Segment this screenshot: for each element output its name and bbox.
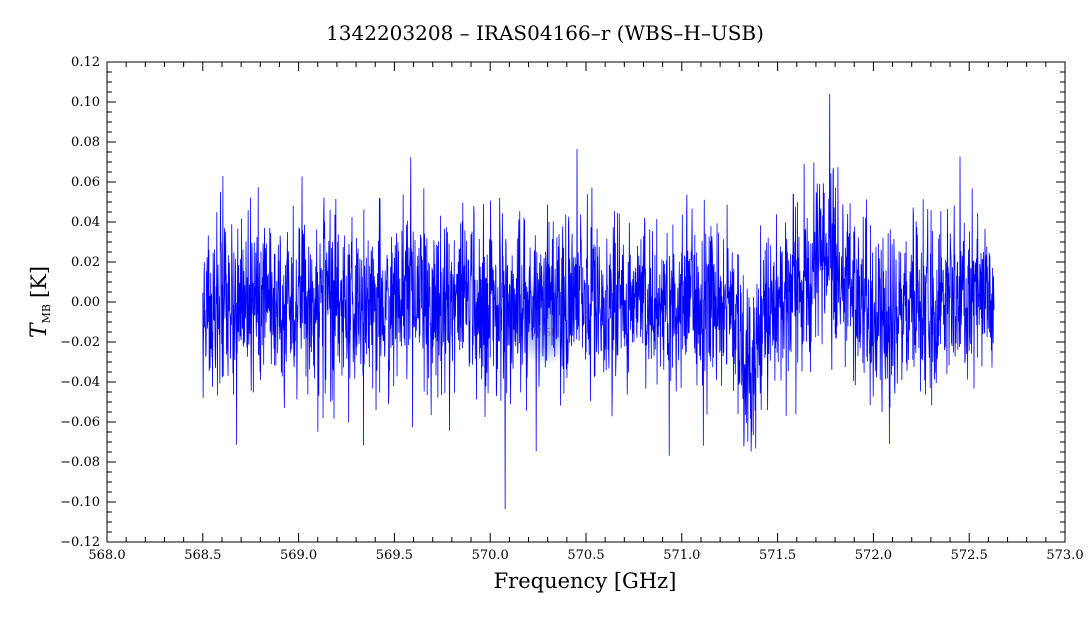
x-axis-ticks: 568.0 568.5 569.0 569.5 570.0 570.5 571.0 571.5… xyxy=(88,62,1084,563)
x-tick-label: 570.0 xyxy=(472,548,509,563)
y-tick-label: −0.04 xyxy=(60,375,100,390)
y-tick-label: 0.00 xyxy=(71,295,100,310)
x-tick-label: 569.0 xyxy=(280,548,317,563)
y-axis-label-main: T xyxy=(27,321,52,338)
spectrum-series xyxy=(202,93,995,510)
y-tick-label: 0.12 xyxy=(71,55,100,70)
y-axis-label-unit: [K] xyxy=(27,266,51,298)
y-tick-label: −0.08 xyxy=(60,455,100,470)
chart-title: 1342203208 – IRAS04166–r (WBS–H–USB) xyxy=(326,21,764,45)
y-tick-label: −0.02 xyxy=(60,335,100,350)
y-tick-label: −0.06 xyxy=(60,415,100,430)
x-tick-label: 572.5 xyxy=(951,548,988,563)
spectrum-line xyxy=(202,93,995,510)
y-tick-label: −0.12 xyxy=(60,535,100,550)
y-tick-label: −0.10 xyxy=(60,495,100,510)
svg-text:TMB[K]: TMB [K] xyxy=(27,266,53,338)
y-axis-label-sub: MB xyxy=(40,304,53,323)
y-axis-label: TMB [K] xyxy=(27,266,53,338)
y-tick-label: 0.10 xyxy=(71,95,100,110)
x-tick-label: 568.5 xyxy=(184,548,221,563)
x-tick-label: 569.5 xyxy=(376,548,413,563)
x-tick-label: 573.0 xyxy=(1046,548,1083,563)
x-tick-label: 571.5 xyxy=(759,548,796,563)
y-tick-label: 0.02 xyxy=(71,255,100,270)
y-tick-label: 0.06 xyxy=(71,175,100,190)
x-tick-label: 568.0 xyxy=(88,548,125,563)
x-tick-label: 571.0 xyxy=(663,548,700,563)
x-tick-label: 572.0 xyxy=(855,548,892,563)
x-tick-label: 570.5 xyxy=(567,548,604,563)
y-tick-label: 0.04 xyxy=(71,215,100,230)
y-axis-ticks: −0.12 −0.10 −0.08 −0.06 −0.04 −0.02 0.00 0.02 0.… xyxy=(60,55,1065,550)
y-tick-label: 0.08 xyxy=(71,135,100,150)
x-axis-label: Frequency [GHz] xyxy=(494,569,677,593)
